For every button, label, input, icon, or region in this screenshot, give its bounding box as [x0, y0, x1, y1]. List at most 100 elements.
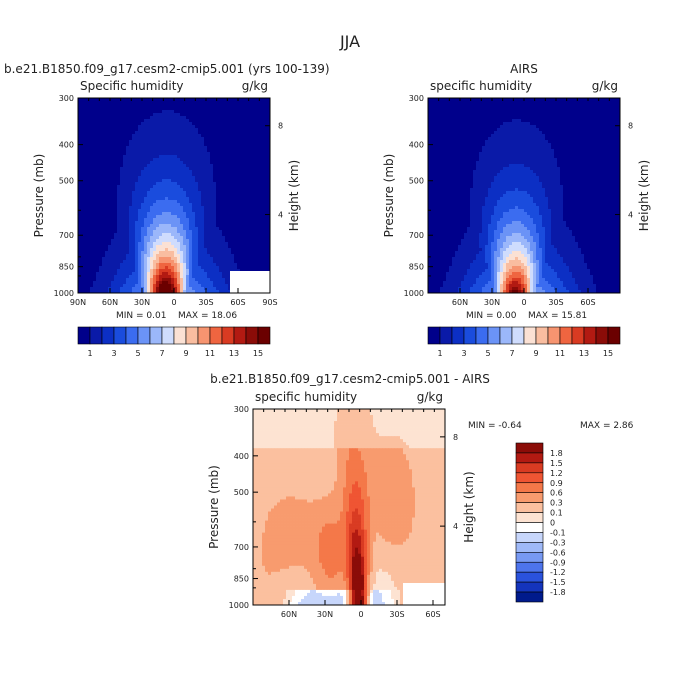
contour-cell: [147, 242, 151, 246]
contour-cell: [222, 107, 226, 111]
contour-cell: [162, 104, 166, 108]
contour-cell: [105, 140, 109, 144]
contour-cell: [210, 101, 214, 105]
contour-cell: [527, 119, 531, 123]
contour-cell: [267, 218, 271, 222]
contour-cell: [114, 185, 118, 189]
contour-cell: [249, 251, 253, 255]
contour-cell: [255, 104, 259, 108]
contour-cell: [234, 209, 238, 213]
contour-cell: [84, 254, 88, 258]
contour-cell: [228, 182, 232, 186]
contour-cell: [147, 278, 151, 282]
contour-cell: [446, 119, 450, 123]
contour-cell: [111, 176, 115, 180]
contour-cell: [210, 263, 214, 267]
contour-cell: [90, 179, 94, 183]
contour-cell: [141, 101, 145, 105]
contour-cell: [213, 131, 217, 135]
contour-cell: [249, 149, 253, 153]
contour-cell: [147, 263, 151, 267]
contour-cell: [581, 110, 585, 114]
contour-cell: [168, 134, 172, 138]
contour-cell: [252, 137, 256, 141]
contour-cell: [96, 257, 100, 261]
contour-cell: [168, 275, 172, 279]
contour-cell: [159, 119, 163, 123]
contour-cell: [174, 146, 178, 150]
contour-cell: [219, 149, 223, 153]
contour-cell: [237, 203, 241, 207]
contour-cell: [150, 143, 154, 147]
contour-cell: [183, 275, 187, 279]
contour-cell: [174, 224, 178, 228]
contour-cell: [210, 179, 214, 183]
contour-cell: [174, 203, 178, 207]
contour-cell: [105, 164, 109, 168]
contour-cell: [174, 227, 178, 231]
contour-cell: [126, 131, 130, 135]
contour-cell: [162, 227, 166, 231]
colorbar-swatch: [125, 326, 139, 345]
contour-cell: [177, 173, 181, 177]
contour-cell: [234, 245, 238, 249]
contour-cell: [258, 155, 262, 159]
contour-cell: [78, 239, 82, 243]
contour-cell: [204, 170, 208, 174]
y-tick-label: 500: [59, 177, 74, 186]
contour-cell: [195, 257, 199, 261]
contour-cell: [90, 116, 94, 120]
contour-cell: [258, 233, 262, 237]
contour-cell: [198, 272, 202, 276]
contour-cell: [258, 254, 262, 258]
contour-cell: [228, 185, 232, 189]
contour-cell: [180, 164, 184, 168]
contour-cell: [192, 254, 196, 258]
contour-cell: [186, 290, 190, 294]
contour-cell: [491, 113, 495, 117]
contour-cell: [201, 176, 205, 180]
contour-cell: [93, 245, 97, 249]
contour-cell: [93, 167, 97, 171]
contour-cell: [183, 119, 187, 123]
contour-cell: [473, 125, 477, 129]
contour-cell: [126, 164, 130, 168]
contour-cell: [102, 185, 106, 189]
contour-cell: [225, 137, 229, 141]
contour-cell: [219, 272, 223, 276]
contour-cell: [249, 161, 253, 165]
contour-cell: [204, 128, 208, 132]
contour-cell: [90, 272, 94, 276]
contour-cell: [563, 98, 567, 102]
contour-cell: [261, 140, 265, 144]
contour-cell: [186, 209, 190, 213]
contour-cell: [195, 149, 199, 153]
contour-cell: [147, 221, 151, 225]
contour-cell: [258, 185, 262, 189]
contour-cell: [150, 227, 154, 231]
contour-cell: [153, 284, 157, 288]
contour-cell: [150, 161, 154, 165]
contour-cell: [189, 233, 193, 237]
colorbar-swatch: [89, 326, 103, 345]
contour-cell: [584, 107, 588, 111]
contour-cell: [222, 284, 226, 288]
contour-cell: [267, 236, 271, 240]
contour-cell: [156, 185, 160, 189]
contour-cell: [111, 233, 115, 237]
contour-cell: [246, 260, 250, 264]
contour-cell: [249, 128, 253, 132]
contour-cell: [231, 212, 235, 216]
contour-cell: [240, 116, 244, 120]
contour-cell: [201, 287, 205, 291]
contour-cell: [162, 188, 166, 192]
contour-cell: [428, 104, 432, 108]
contour-cell: [126, 248, 130, 252]
contour-cell: [114, 191, 118, 195]
contour-cell: [189, 257, 193, 261]
contour-cell: [225, 101, 229, 105]
contour-cell: [249, 269, 253, 273]
contour-cell: [168, 164, 172, 168]
contour-cell: [608, 101, 612, 105]
contour-cell: [593, 122, 597, 126]
